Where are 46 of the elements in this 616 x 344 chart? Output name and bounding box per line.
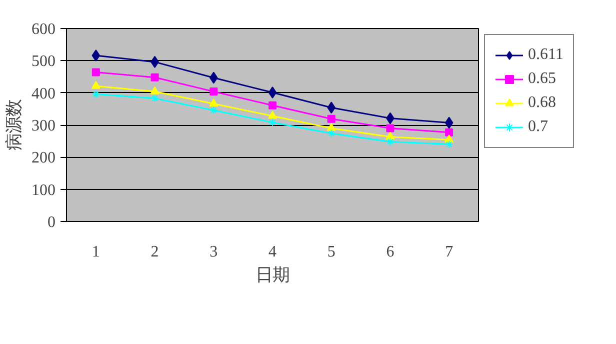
- point: [386, 124, 394, 132]
- point: [327, 129, 336, 138]
- x-tick-label: 7: [445, 244, 454, 260]
- legend-label: 0.65: [528, 70, 556, 88]
- point: [444, 134, 454, 143]
- point: [445, 140, 454, 148]
- point: [268, 118, 276, 126]
- x-tick-label: 6: [386, 244, 394, 260]
- x-axis-title: 日期: [256, 264, 290, 284]
- y-tick-label: 300: [32, 118, 56, 134]
- point: [210, 88, 218, 96]
- y-tick-label: 400: [32, 85, 56, 102]
- point: [91, 80, 100, 89]
- point: [210, 106, 218, 114]
- point: [150, 86, 160, 94]
- x-tick-label: 1: [92, 244, 100, 260]
- point: [268, 110, 277, 119]
- x-tick-label: 3: [210, 244, 218, 260]
- y-axis-title: 病源数: [4, 100, 24, 150]
- x-tick-label: 5: [327, 244, 336, 260]
- point: [150, 94, 159, 102]
- point: [150, 73, 159, 82]
- point: [92, 68, 100, 76]
- point: [386, 132, 395, 140]
- y-tick-label: 0: [48, 214, 56, 231]
- legend-label: 0.611: [528, 46, 564, 64]
- x-tick-label: 2: [150, 244, 159, 260]
- point: [92, 50, 100, 62]
- y-tick-label: 600: [32, 21, 56, 38]
- point: [444, 116, 454, 129]
- y-tick-label: 500: [32, 53, 56, 70]
- legend-label: 0.68: [528, 94, 556, 112]
- point: [92, 90, 100, 98]
- y-tick-label: 200: [32, 150, 56, 167]
- point: [268, 101, 276, 110]
- y-tick-label: 100: [32, 182, 56, 199]
- point: [209, 98, 218, 107]
- point: [327, 114, 336, 123]
- point: [386, 138, 394, 146]
- x-tick-label: 4: [268, 244, 276, 260]
- point: [268, 86, 277, 99]
- point: [209, 72, 218, 84]
- point: [327, 102, 336, 114]
- point: [326, 123, 336, 132]
- legend-label: 0.7: [528, 118, 548, 136]
- point: [445, 128, 454, 136]
